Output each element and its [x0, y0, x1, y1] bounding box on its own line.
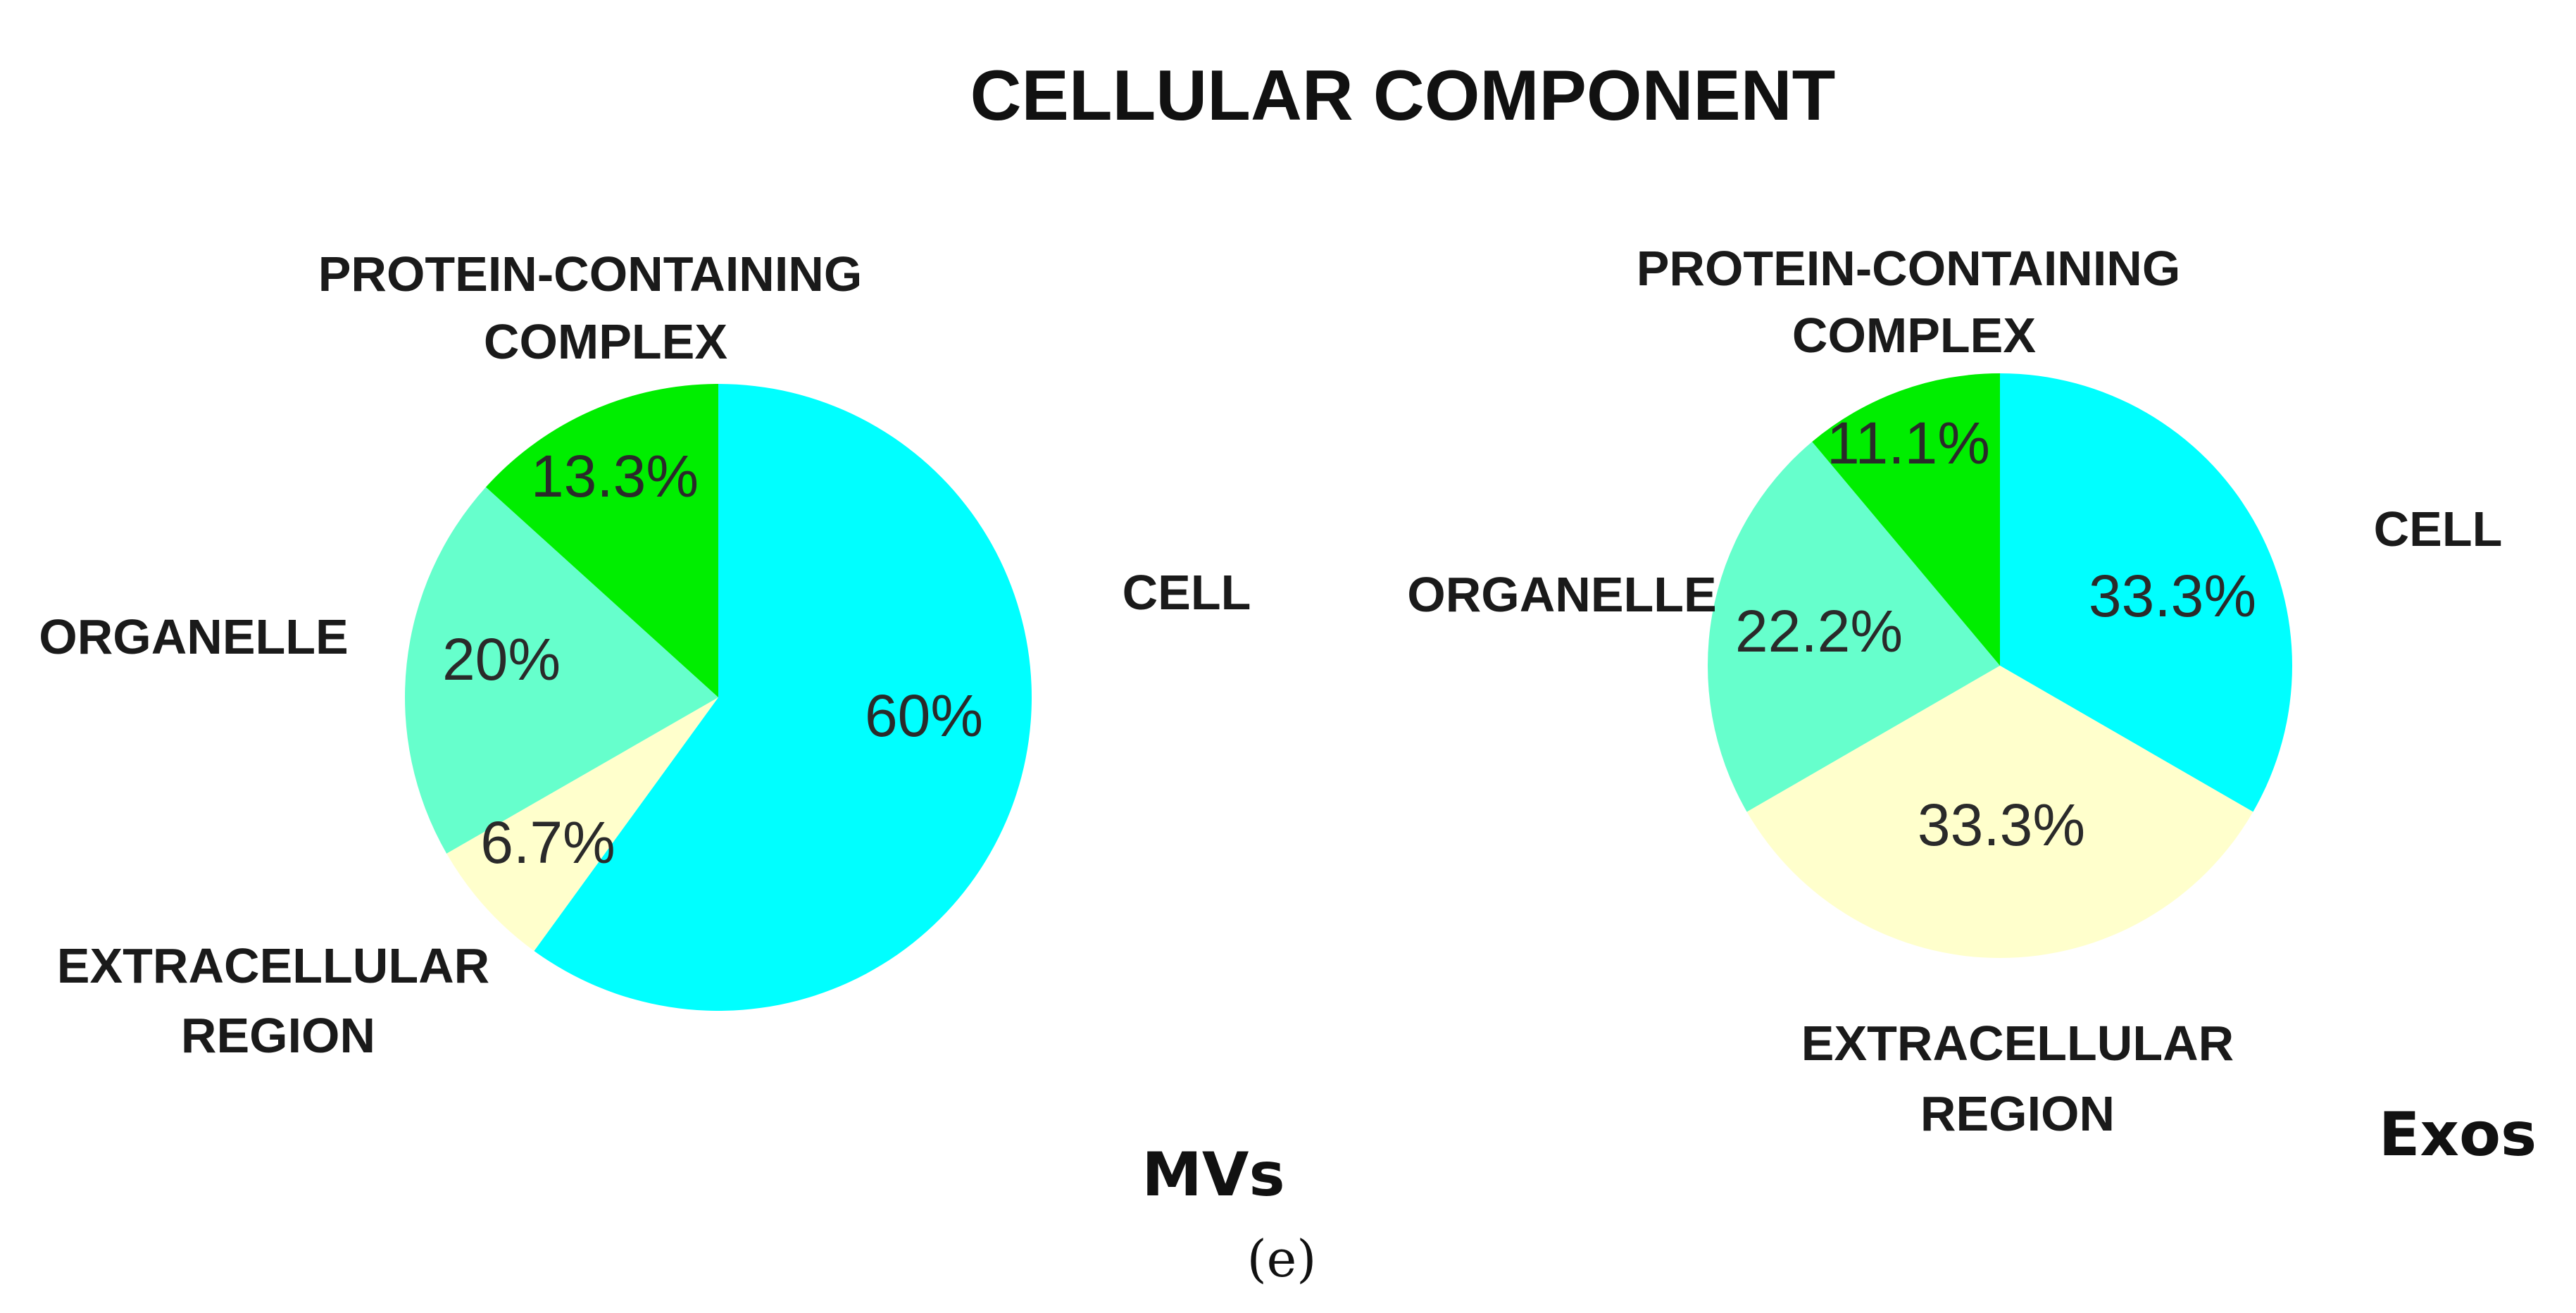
mvs-slice-protein-containing-complex	[485, 383, 718, 697]
exos-label-extracellular-line2: REGION	[1920, 1086, 2115, 1141]
exos-slice-protein-containing-complex	[1812, 373, 2000, 666]
mvs-slice-extracellular-region	[446, 697, 718, 952]
mvs-label-protein-line1: PROTEIN-CONTAINING	[318, 247, 863, 301]
mvs-label-extracellular-line2: REGION	[181, 1008, 375, 1063]
exos-label-protein-line1: PROTEIN-CONTAINING	[1637, 241, 2181, 296]
mvs-value-label-extracellular-region: 6.7%	[480, 809, 615, 876]
mvs-value-label-cell: 60%	[865, 683, 983, 749]
mvs-label-cell: CELL	[1123, 565, 1251, 620]
exos-value-label-cell: 33.3%	[2089, 563, 2256, 629]
mvs-label-organelle: ORGANELLE	[39, 609, 348, 664]
pie-exos: 33.3% 33.3% 22.2% 11.1%	[1707, 373, 2292, 958]
exos-label-cell: CELL	[2374, 502, 2503, 556]
pie-mvs: 60% 6.7% 20% 13.3%	[404, 383, 1032, 1011]
mvs-value-label-organelle: 20%	[442, 626, 561, 692]
mvs-slice-cell	[534, 384, 1032, 1011]
exos-series-name: Exos	[2379, 1100, 2537, 1170]
mvs-slice-organelle	[404, 487, 718, 854]
exos-label-organelle: ORGANELLE	[1407, 567, 1716, 622]
exos-label-protein-line2: COMPLEX	[1792, 308, 2036, 363]
mvs-label-extracellular-line1: EXTRACELLULAR	[57, 938, 489, 993]
exos-value-label-protein-containing-complex: 11.1%	[1827, 410, 1990, 476]
mvs-series-name: MVs	[1142, 1140, 1284, 1210]
exos-slice-extracellular-region	[1746, 666, 2253, 958]
mvs-label-protein-line2: COMPLEX	[484, 314, 727, 369]
exos-slice-organelle	[1707, 442, 2000, 812]
panel-label: (e)	[1247, 1229, 1317, 1288]
chart-title: CELLULAR COMPONENT	[970, 56, 1836, 135]
exos-slice-cell	[2000, 373, 2292, 812]
exos-label-extracellular-line1: EXTRACELLULAR	[1801, 1016, 2234, 1071]
exos-value-label-organelle: 22.2%	[1735, 598, 1903, 664]
mvs-value-label-protein-containing-complex: 13.3%	[531, 443, 699, 509]
exos-value-label-extracellular-region: 33.3%	[1918, 792, 2085, 858]
